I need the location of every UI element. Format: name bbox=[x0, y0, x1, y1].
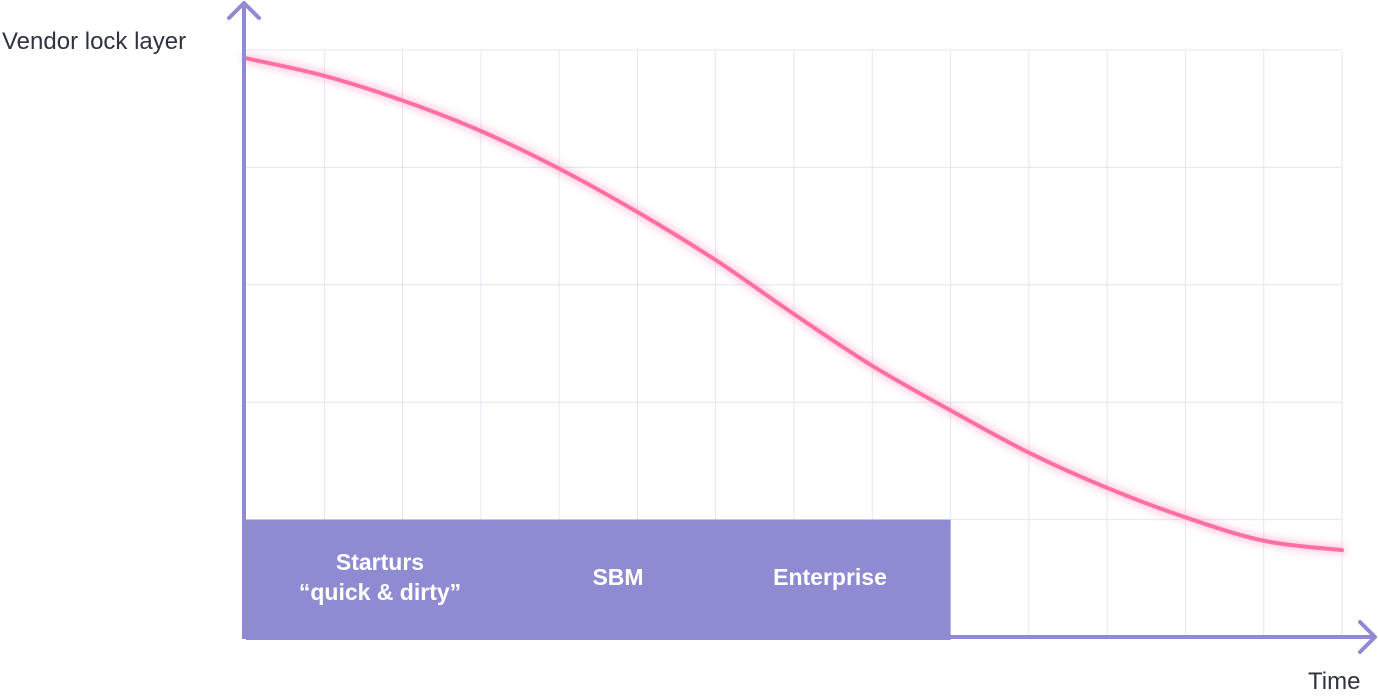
x-axis-title: Time bbox=[1308, 668, 1361, 695]
band-label-startups-line1: Starturs bbox=[335, 549, 425, 575]
series-line bbox=[244, 56, 1344, 553]
band-label-enterprise-line1: Enterprise bbox=[773, 564, 887, 590]
band-label-enterprise: Enterprise bbox=[710, 562, 950, 592]
band-label-sbm: SBM bbox=[498, 562, 738, 592]
segment-band-rect bbox=[246, 519, 951, 640]
grid-lines bbox=[246, 49, 1343, 637]
segment-band bbox=[246, 519, 951, 640]
band-label-startups-line2: “quick & dirty” bbox=[298, 579, 462, 605]
axes bbox=[227, 1, 1377, 654]
curve-layer bbox=[241, 53, 1347, 555]
y-axis-arrow bbox=[227, 1, 261, 20]
band-label-sbm-line1: SBM bbox=[592, 564, 644, 590]
x-axis-arrow bbox=[1358, 620, 1377, 654]
band-label-startups: Starturs “quick & dirty” bbox=[260, 547, 500, 607]
y-axis-title: Vendor lock layer bbox=[2, 28, 187, 55]
